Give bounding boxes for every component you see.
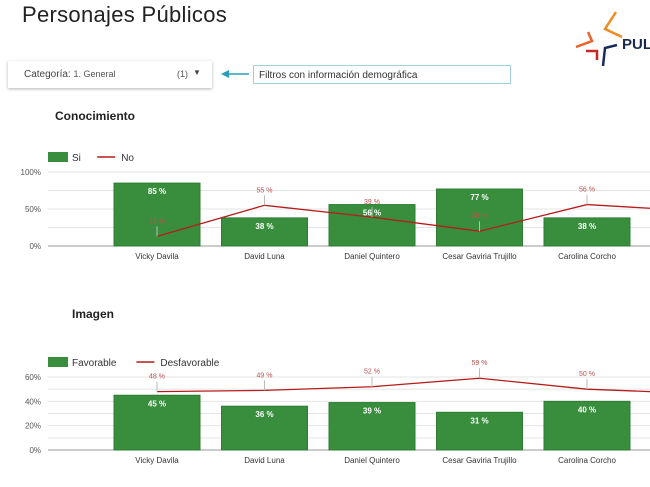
line-No — [156, 203, 650, 238]
bar-value-label: 31 % — [470, 416, 488, 425]
conocimiento-chart: Si No 0% 50% 100% 85 % Vicky Davila 38 % David L… — [21, 152, 650, 261]
bar-value-label: 45 % — [148, 399, 166, 408]
x-tick-label: Vicky Davila — [135, 456, 179, 465]
filter-label: Categoría: 1. General — [24, 69, 116, 80]
line-value-label: 56 % — [579, 187, 595, 194]
bar-Favorable — [113, 394, 201, 451]
demographic-filters-note: Filtros con información demográfica — [253, 65, 511, 84]
y-tick-label: 0% — [29, 446, 41, 455]
x-tick-label: Carolina Corcho — [558, 252, 616, 261]
bar-value-label: 40 % — [578, 405, 596, 414]
chart-title-conocimiento: Conocimiento — [55, 109, 135, 123]
line-value-label: 55 % — [257, 187, 273, 194]
line-value-label: 49 % — [257, 372, 273, 379]
x-tick-label: David Luna — [244, 456, 285, 465]
bar-Favorable — [436, 411, 523, 451]
legend-label: Desfavorable — [160, 358, 219, 369]
arrow-left-icon — [221, 70, 249, 78]
filter-value: 1. General — [73, 69, 116, 79]
y-tick-label: 50% — [25, 205, 41, 214]
legend-swatch-Favorable — [48, 357, 68, 367]
line-value-label: 48 % — [149, 374, 165, 381]
x-tick-label: Cesar Gaviria Trujillo — [442, 252, 517, 261]
category-filter-dropdown[interactable]: Categoría: 1. General (1) ▼ — [8, 61, 212, 88]
line-value-label: 59 % — [472, 360, 488, 367]
line-value-label: 50 % — [579, 371, 595, 378]
line-value-label: 13 % — [149, 218, 165, 225]
bar-Si — [328, 204, 416, 247]
bar-Favorable — [221, 405, 308, 451]
y-tick-label: 60% — [25, 373, 41, 382]
y-tick-label: 0% — [29, 242, 41, 251]
bar-value-label: 77 % — [470, 193, 488, 202]
bar-Si — [543, 217, 631, 247]
imagen-chart: Favorable Desfavorable 0% 20% 40% 60% 45 % Vick… — [25, 357, 650, 465]
line-value-label: 52 % — [364, 369, 380, 376]
bar-Favorable — [328, 402, 416, 451]
line-Desfavorable — [156, 377, 650, 393]
bar-Favorable — [543, 400, 631, 451]
logo-text: PULS — [622, 36, 650, 53]
bar-Si — [221, 217, 308, 247]
x-tick-label: Daniel Quintero — [344, 252, 400, 261]
x-tick-label: Carolina Corcho — [558, 456, 616, 465]
pulso-logo — [575, 11, 623, 67]
x-tick-label: Vicky Davila — [135, 252, 179, 261]
x-tick-label: Cesar Gaviria Trujillo — [442, 456, 517, 465]
bar-Si — [436, 188, 523, 247]
legend-label: Si — [72, 153, 81, 164]
y-tick-label: 100% — [21, 168, 41, 177]
page-title: Personajes Públicos — [22, 2, 228, 27]
bar-value-label: 85 % — [148, 187, 166, 196]
legend-swatch-Si — [48, 152, 68, 162]
legend-label: No — [121, 153, 134, 164]
x-tick-label: Daniel Quintero — [344, 456, 400, 465]
y-tick-label: 20% — [25, 422, 41, 431]
filter-count: (1) — [177, 69, 188, 79]
bar-value-label: 36 % — [255, 410, 273, 419]
bar-value-label: 39 % — [363, 407, 381, 416]
legend-label: Favorable — [72, 358, 117, 369]
line-value-label: 39 % — [364, 199, 380, 206]
x-tick-label: David Luna — [244, 252, 285, 261]
bar-value-label: 38 % — [255, 222, 273, 231]
chevron-down-icon: ▼ — [193, 68, 201, 77]
chart-title-imagen: Imagen — [72, 307, 115, 321]
bar-value-label: 38 % — [578, 222, 596, 231]
line-value-label: 20 % — [472, 213, 488, 220]
y-tick-label: 40% — [25, 397, 41, 406]
